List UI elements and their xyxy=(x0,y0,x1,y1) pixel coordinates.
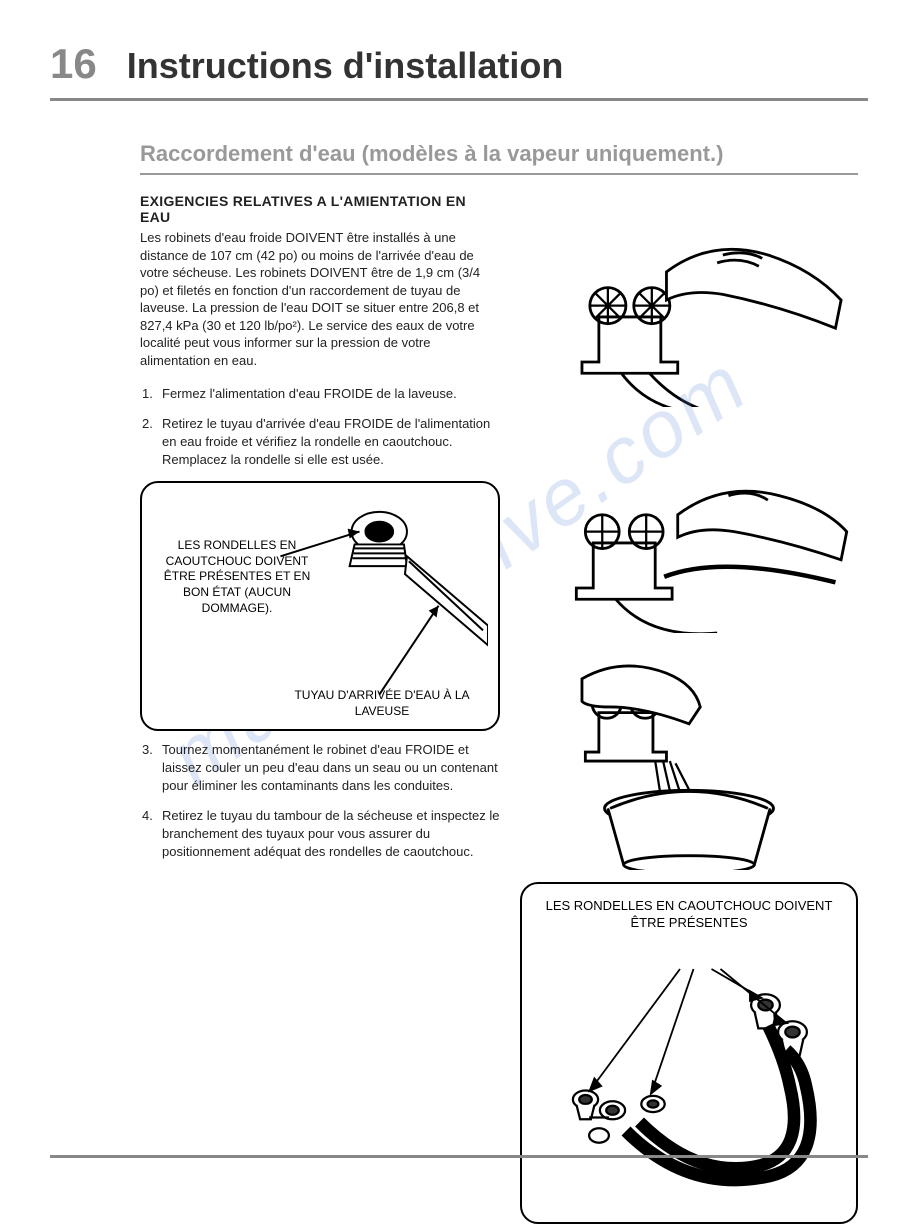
illustration-remove-hose xyxy=(520,419,858,633)
step-text: Retirez le tuyau d'arrivée d'eau FROIDE … xyxy=(162,416,490,467)
step-text: Retirez le tuyau du tambour de la sécheu… xyxy=(162,808,499,859)
diagram-bottom-caption: LES RONDELLES EN CAOUTCHOUC DOIVENT ÊTRE… xyxy=(536,898,842,932)
step-number: 1. xyxy=(142,385,153,403)
page-header: 16 Instructions d'installation xyxy=(50,40,868,101)
illustration-flush-bucket xyxy=(520,645,858,870)
left-column: EXIGENCIES RELATIVES A L'AMIENTATION EN … xyxy=(140,193,500,1224)
content-area: Raccordement d'eau (modèles à la vapeur … xyxy=(50,141,868,1224)
two-column-layout: EXIGENCIES RELATIVES A L'AMIENTATION EN … xyxy=(140,193,858,1224)
diagram1-label-rondelles: LES RONDELLES EN CAOUTCHOUC DOIVENT ÊTRE… xyxy=(152,538,322,616)
step-number: 2. xyxy=(142,415,153,433)
diagram1-label-tuyau: TUYAU D'ARRIVÉE D'EAU À LA LAVEUSE xyxy=(282,688,482,719)
step-number: 4. xyxy=(142,807,153,825)
y-connector-illustration xyxy=(536,942,842,1203)
page-number: 16 xyxy=(50,40,97,88)
subsection-heading: EXIGENCIES RELATIVES A L'AMIENTATION EN … xyxy=(140,193,500,225)
step-list: 1. Fermez l'alimentation d'eau FROIDE de… xyxy=(140,385,500,469)
step-number: 3. xyxy=(142,741,153,759)
step-list-cont: 3. Tournez momentanément le robinet d'ea… xyxy=(140,741,500,861)
section-title: Raccordement d'eau (modèles à la vapeur … xyxy=(140,141,858,175)
step-2: 2. Retirez le tuyau d'arrivée d'eau FROI… xyxy=(140,415,500,469)
step-3: 3. Tournez momentanément le robinet d'ea… xyxy=(140,741,500,795)
diagram-y-connector: LES RONDELLES EN CAOUTCHOUC DOIVENT ÊTRE… xyxy=(520,882,858,1224)
right-column: LES RONDELLES EN CAOUTCHOUC DOIVENT ÊTRE… xyxy=(520,193,858,1224)
diagram-hose-washer: LES RONDELLES EN CAOUTCHOUC DOIVENT ÊTRE… xyxy=(140,481,500,731)
footer-rule xyxy=(50,1155,868,1158)
step-text: Tournez momentanément le robinet d'eau F… xyxy=(162,742,498,793)
step-text: Fermez l'alimentation d'eau FROIDE de la… xyxy=(162,386,457,401)
step-4: 4. Retirez le tuyau du tambour de la séc… xyxy=(140,807,500,861)
subsection-body: Les robinets d'eau froide DOIVENT être i… xyxy=(140,229,500,369)
step-1: 1. Fermez l'alimentation d'eau FROIDE de… xyxy=(140,385,500,403)
page-title: Instructions d'installation xyxy=(127,45,564,87)
illustration-close-faucet xyxy=(520,193,858,407)
